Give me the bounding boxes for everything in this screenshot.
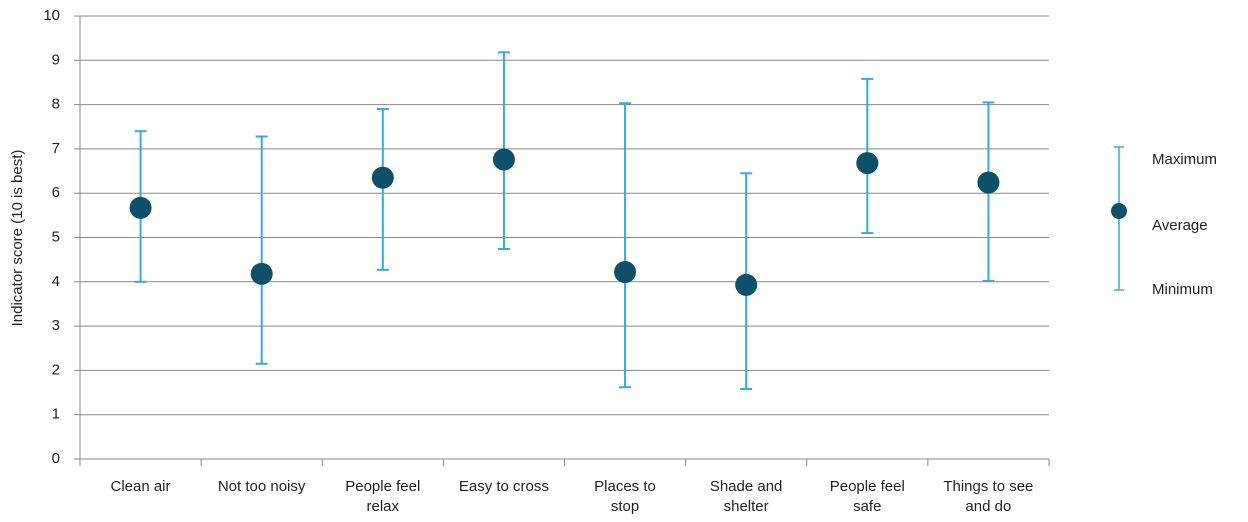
- y-tick-label: 0: [52, 450, 60, 467]
- average-dot: [129, 196, 152, 219]
- average-dot: [856, 152, 879, 175]
- x-tick-label: People feel safe: [829, 478, 905, 515]
- y-tick-label: 7: [52, 140, 60, 157]
- y-tick-label: 5: [52, 228, 60, 245]
- legend-label: Average: [1152, 217, 1208, 234]
- x-tick-label: Clean air: [110, 478, 171, 495]
- average-dot: [735, 273, 758, 296]
- y-tick-label: 9: [52, 51, 60, 68]
- y-tick-label: 6: [52, 184, 60, 201]
- y-tick-label: 1: [52, 406, 60, 423]
- legend-dot: [1111, 203, 1127, 219]
- y-tick-label: 2: [52, 361, 60, 378]
- legend-label: Maximum: [1152, 151, 1217, 168]
- x-tick-label: Not too noisy: [217, 478, 306, 495]
- x-tick-label: Places to stop: [594, 478, 656, 515]
- x-tick-label: Things to see and do: [943, 478, 1034, 515]
- y-tick-label: 10: [43, 7, 60, 24]
- y-tick-label: 3: [52, 317, 60, 334]
- y-tick-label: 8: [52, 96, 60, 113]
- legend-label: Minimum: [1152, 281, 1213, 298]
- average-dot: [977, 171, 1000, 194]
- y-axis-label: Indicator score (10 is best): [9, 150, 26, 327]
- average-dot: [492, 148, 515, 171]
- average-dot: [614, 261, 637, 284]
- x-tick-label: People feel relax: [345, 478, 421, 515]
- average-dot: [250, 262, 273, 285]
- x-tick-label: Shade and shelter: [709, 478, 783, 515]
- y-tick-label: 4: [52, 273, 60, 290]
- average-dot: [371, 166, 394, 189]
- x-tick-label: Easy to cross: [458, 478, 549, 495]
